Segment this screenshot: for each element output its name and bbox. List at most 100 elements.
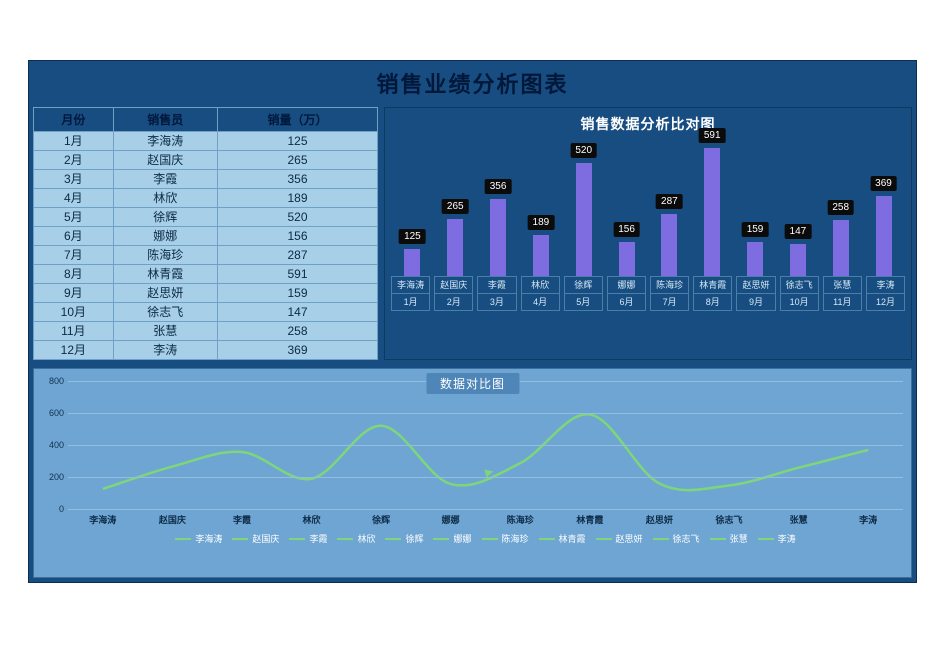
x-tick-label: 娜娜 xyxy=(416,513,486,526)
bar-axis-name: 林欣 xyxy=(521,276,560,293)
bar-axis-stack: 林青霞8月 xyxy=(693,276,732,311)
th-person: 销售员 xyxy=(113,108,217,132)
legend-dash-icon xyxy=(232,538,248,540)
table-cell: 林欣 xyxy=(113,189,217,208)
page-root: 销售业绩分析图表 月份 销售员 销量（万） 1月李海涛1252月赵国庆2653月… xyxy=(0,0,945,669)
bar-rect: 156 xyxy=(619,242,635,276)
x-tick-label: 赵国庆 xyxy=(138,513,208,526)
bar-value-label: 147 xyxy=(785,224,812,239)
legend-label: 赵思妍 xyxy=(616,532,643,545)
legend-dash-icon xyxy=(289,538,305,540)
x-tick-label: 李海涛 xyxy=(68,513,138,526)
legend-label: 徐志飞 xyxy=(673,532,700,545)
bar-axis-name: 陈海珍 xyxy=(650,276,689,293)
table-cell: 5月 xyxy=(34,208,114,227)
table-cell: 李霞 xyxy=(113,170,217,189)
legend-dash-icon xyxy=(482,538,498,540)
bar-axis-name: 李霞 xyxy=(477,276,516,293)
bar-plot-area: 125265356189520156287591159147258369 xyxy=(391,140,905,276)
bar-axis-month: 9月 xyxy=(736,293,775,311)
bar-value-label: 189 xyxy=(528,215,555,230)
table-row: 4月林欣189 xyxy=(34,189,378,208)
data-table-wrap: 月份 销售员 销量（万） 1月李海涛1252月赵国庆2653月李霞3564月林欣… xyxy=(33,107,378,360)
table-cell: 徐辉 xyxy=(113,208,217,227)
bar-column: 369 xyxy=(864,196,903,276)
line-series xyxy=(103,414,868,490)
legend-label: 陈海珍 xyxy=(502,532,529,545)
line-legend: 李海涛赵国庆李霞林欣徐辉娜娜陈海珍林青霞赵思妍徐志飞张慧李涛 xyxy=(68,532,903,545)
legend-dash-icon xyxy=(175,538,191,540)
legend-item: 李涛 xyxy=(758,532,796,545)
y-tick-label: 400 xyxy=(38,440,64,450)
line-chart: 数据对比图 0200400600800 李海涛赵国庆李霞林欣徐辉娜娜陈海珍林青霞… xyxy=(33,368,912,578)
table-cell: 11月 xyxy=(34,322,114,341)
bar-axis-name: 徐志飞 xyxy=(780,276,819,293)
table-row: 2月赵国庆265 xyxy=(34,151,378,170)
x-tick-label: 徐辉 xyxy=(346,513,416,526)
x-tick-label: 林青霞 xyxy=(555,513,625,526)
x-tick-label: 李霞 xyxy=(207,513,277,526)
bar-axis-name: 娜娜 xyxy=(607,276,646,293)
table-cell: 156 xyxy=(217,227,377,246)
y-tick-label: 0 xyxy=(38,504,64,514)
bar-rect: 159 xyxy=(747,242,763,276)
table-cell: 356 xyxy=(217,170,377,189)
table-cell: 4月 xyxy=(34,189,114,208)
legend-label: 赵国庆 xyxy=(252,532,279,545)
th-month: 月份 xyxy=(34,108,114,132)
table-cell: 7月 xyxy=(34,246,114,265)
gridline xyxy=(68,509,903,510)
bar-value-label: 125 xyxy=(399,229,426,244)
x-tick-label: 赵思妍 xyxy=(625,513,695,526)
table-cell: 12月 xyxy=(34,341,114,360)
table-cell: 李涛 xyxy=(113,341,217,360)
legend-dash-icon xyxy=(758,538,774,540)
gridline xyxy=(68,477,903,478)
dashboard-title: 销售业绩分析图表 xyxy=(29,61,916,107)
legend-item: 李海涛 xyxy=(175,532,222,545)
bar-value-label: 159 xyxy=(742,222,769,237)
top-row: 月份 销售员 销量（万） 1月李海涛1252月赵国庆2653月李霞3564月林欣… xyxy=(29,107,916,364)
bar-rect: 287 xyxy=(661,214,677,276)
table-cell: 258 xyxy=(217,322,377,341)
legend-label: 林青霞 xyxy=(559,532,586,545)
bar-chart: 销售数据分析比对图 125265356189520156287591159147… xyxy=(384,107,912,360)
table-cell: 3月 xyxy=(34,170,114,189)
bar-axis-month: 11月 xyxy=(823,293,862,311)
bar-rect: 258 xyxy=(833,220,849,276)
bar-axis-month: 10月 xyxy=(780,293,819,311)
bar-column: 125 xyxy=(393,249,432,276)
bar-axis-month: 1月 xyxy=(391,293,430,311)
bar-rect: 591 xyxy=(704,148,720,276)
bar-axis-stack: 赵国庆2月 xyxy=(434,276,473,311)
bar-chart-title: 销售数据分析比对图 xyxy=(391,112,905,140)
table-cell: 林青霞 xyxy=(113,265,217,284)
legend-label: 林欣 xyxy=(357,532,375,545)
bar-axis-stack: 李涛12月 xyxy=(866,276,905,311)
bar-column: 156 xyxy=(607,242,646,276)
table-cell: 赵思妍 xyxy=(113,284,217,303)
legend-item: 娜娜 xyxy=(433,532,471,545)
table-cell: 徐志飞 xyxy=(113,303,217,322)
table-cell: 591 xyxy=(217,265,377,284)
bar-axis-month: 7月 xyxy=(650,293,689,311)
y-tick-label: 800 xyxy=(38,376,64,386)
bar-value-label: 369 xyxy=(870,176,897,191)
table-cell: 125 xyxy=(217,132,377,151)
line-chart-title: 数据对比图 xyxy=(426,373,519,394)
table-cell: 159 xyxy=(217,284,377,303)
y-tick-label: 200 xyxy=(38,472,64,482)
legend-label: 娜娜 xyxy=(453,532,471,545)
x-tick-label: 徐志飞 xyxy=(694,513,764,526)
bar-axis-month: 6月 xyxy=(607,293,646,311)
table-cell: 287 xyxy=(217,246,377,265)
bar-axis-stack: 李霞3月 xyxy=(477,276,516,311)
table-row: 7月陈海珍287 xyxy=(34,246,378,265)
bar-rect: 369 xyxy=(876,196,892,276)
bar-axis-month: 4月 xyxy=(521,293,560,311)
bar-axis-name: 李海涛 xyxy=(391,276,430,293)
table-row: 1月李海涛125 xyxy=(34,132,378,151)
bar-value-label: 287 xyxy=(656,194,683,209)
legend-item: 徐辉 xyxy=(385,532,423,545)
legend-dash-icon xyxy=(385,538,401,540)
